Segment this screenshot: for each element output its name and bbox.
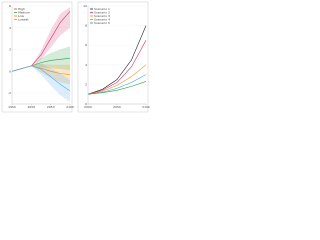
x-tick-label: 2100	[142, 105, 150, 109]
y-tick-label: 2	[85, 82, 87, 86]
band	[12, 63, 70, 85]
legend-label: Scenario 5	[94, 21, 110, 25]
series-line	[11, 65, 71, 92]
legend-label: Scenario 3	[94, 14, 110, 18]
x-tick-label: 2000	[28, 105, 36, 109]
y-tick-label: 0	[85, 102, 87, 106]
band	[12, 63, 70, 102]
x-tick-label: 2050	[113, 105, 121, 109]
series-line	[87, 64, 147, 95]
panel-left	[1, 1, 73, 113]
legend-label: Lowest	[18, 18, 29, 22]
legend-label: Scenario 4	[94, 18, 110, 22]
series-line	[87, 81, 147, 95]
x-tick-label: 2050	[47, 105, 55, 109]
series-line	[87, 40, 147, 95]
band	[12, 46, 70, 72]
legend-label: High	[18, 7, 25, 11]
x-tick-label: 1950	[8, 105, 16, 109]
series-line	[87, 25, 147, 95]
y-tick-label: 8	[85, 24, 87, 28]
legend-label: Scenario 2	[94, 11, 110, 15]
page: {"chart_data": [ {"type": "line", "x": […	[0, 0, 150, 114]
y-tick-label: 0	[9, 69, 11, 73]
y-tick-label: 4	[85, 63, 87, 67]
y-tick-label: 4	[9, 26, 11, 30]
series-line	[87, 74, 147, 95]
band	[12, 7, 70, 72]
y-tick-label: 6	[9, 4, 11, 8]
x-tick-label: 2100	[66, 105, 74, 109]
y-tick-label: 10	[83, 4, 87, 8]
y-tick-label: 6	[85, 43, 87, 47]
x-tick-label: 2000	[84, 105, 92, 109]
y-tick-label: -2	[8, 91, 11, 95]
y-tick-label: 2	[9, 48, 11, 52]
legend-label: Low	[18, 14, 24, 18]
legend-label: Medium	[18, 11, 30, 15]
legend-label: Scenario 1	[94, 7, 110, 11]
panel-right	[77, 1, 149, 113]
